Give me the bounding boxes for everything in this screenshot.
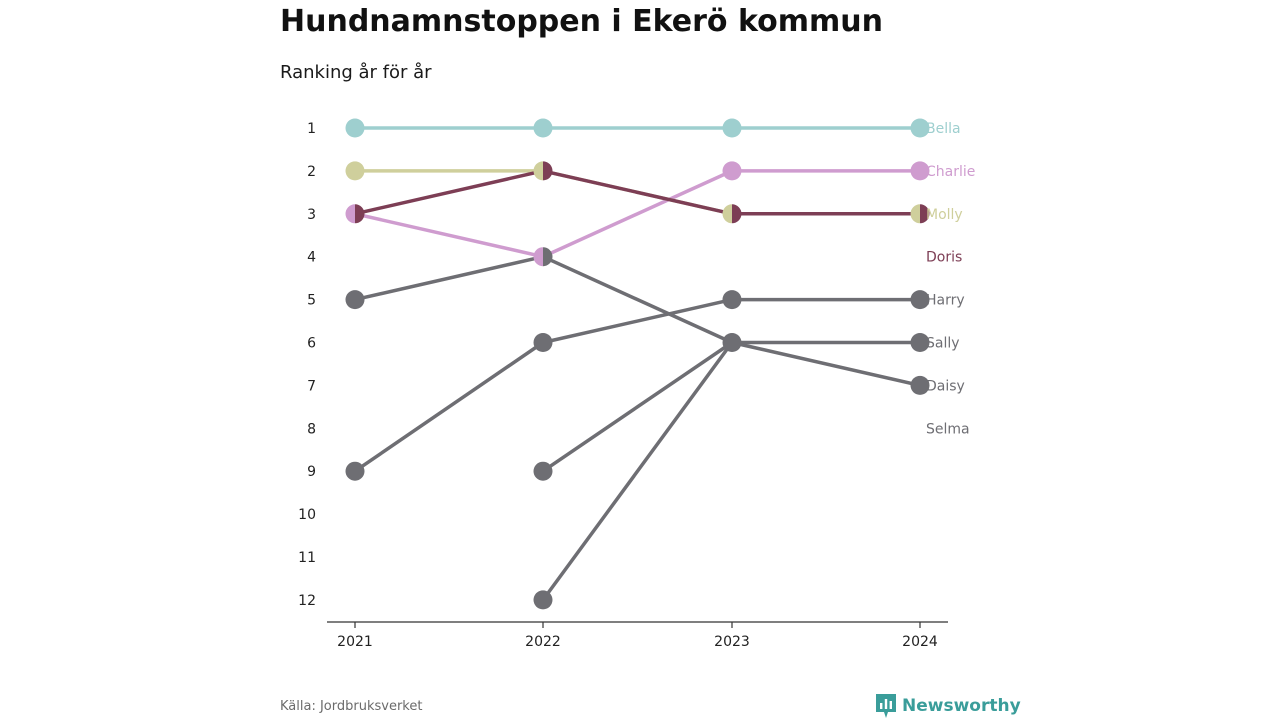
y-tick-label: 7 (307, 378, 316, 394)
series-label-harry: Harry (926, 293, 965, 309)
series-line-sally (541, 340, 922, 473)
data-point-harry (910, 290, 930, 310)
data-point-molly (533, 161, 543, 181)
data-point-sally (533, 461, 553, 481)
data-point-bella (722, 118, 742, 138)
series-line-charlie (353, 169, 922, 259)
data-point-doris (543, 161, 553, 181)
data-point-harry (722, 290, 742, 310)
y-tick-label: 11 (298, 550, 316, 566)
y-tick-label: 2 (307, 164, 316, 180)
data-point-doris (355, 204, 365, 224)
data-point-bella (345, 118, 365, 138)
source-note: Källa: Jordbruksverket (280, 699, 423, 714)
data-point-charlie (345, 204, 355, 224)
y-tick-label: 1 (307, 121, 316, 137)
data-point-selma (722, 333, 742, 352)
series-label-molly: Molly (926, 207, 963, 223)
data-point-harry (345, 461, 365, 481)
data-point-charlie (533, 247, 543, 267)
y-tick-label: 3 (307, 207, 316, 223)
data-point-doris (920, 204, 930, 224)
data-point-doris (732, 204, 742, 224)
data-point-daisy (910, 375, 930, 395)
brand-name: Newsworthy (902, 696, 1021, 716)
data-point-molly (722, 204, 732, 224)
x-tick-label: 2022 (525, 634, 561, 650)
data-point-bella (533, 118, 553, 138)
data-point-shared (543, 247, 553, 267)
series-label-selma: Selma (926, 421, 970, 437)
data-point-sally (910, 333, 930, 352)
data-point-charlie (910, 161, 930, 181)
chart-title: Hundnamnstoppen i Ekerö kommun (280, 4, 883, 39)
y-tick-label: 4 (307, 250, 316, 266)
y-tick-label: 8 (307, 421, 316, 437)
series-label-doris: Doris (926, 250, 962, 266)
chart-subtitle: Ranking år för år (280, 62, 432, 83)
data-point-selma (533, 590, 553, 610)
series-line-daisy (353, 254, 922, 388)
x-tick-label: 2023 (714, 634, 750, 650)
series-label-charlie: Charlie (926, 164, 975, 180)
series-label-bella: Bella (926, 121, 961, 137)
data-point-molly (345, 161, 365, 181)
series-line-selma (541, 340, 734, 602)
y-tick-label: 9 (307, 464, 316, 480)
series-line-doris (353, 169, 922, 216)
data-point-bella (910, 118, 930, 138)
series-line-harry (353, 297, 922, 473)
x-tick-label: 2024 (902, 634, 938, 650)
y-tick-label: 5 (307, 293, 316, 309)
series-label-daisy: Daisy (926, 378, 965, 394)
data-point-molly (910, 204, 920, 224)
y-tick-label: 12 (298, 593, 316, 609)
data-point-daisy (345, 290, 365, 310)
newsworthy-logo-icon (876, 694, 896, 718)
brand-logo[interactable]: Newsworthy (876, 694, 1021, 718)
data-point-harry (533, 333, 553, 352)
x-tick-label: 2021 (337, 634, 373, 650)
y-tick-label: 6 (307, 336, 316, 352)
series-label-sally: Sally (926, 336, 960, 352)
y-tick-label: 10 (298, 507, 316, 523)
data-point-charlie (722, 161, 742, 181)
